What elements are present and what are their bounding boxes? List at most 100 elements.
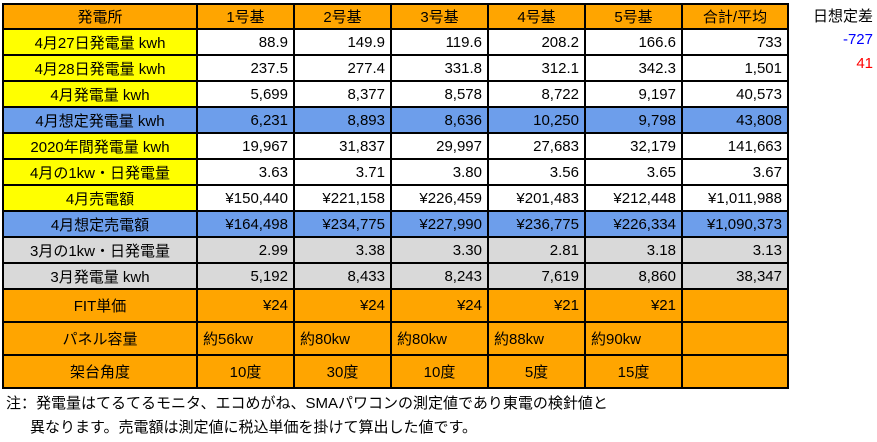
table-cell[interactable]: 32,179 <box>584 132 683 160</box>
table-cell[interactable]: ¥21 <box>584 288 683 323</box>
table-cell-total[interactable]: ¥1,090,373 <box>681 210 789 238</box>
row-label[interactable]: 3月発電量 kwh <box>2 262 198 290</box>
table-cell[interactable]: 312.1 <box>487 54 586 82</box>
column-header-plant[interactable]: 発電所 <box>2 3 198 30</box>
table-cell[interactable]: 119.6 <box>390 28 489 56</box>
table-cell-total[interactable]: 141,663 <box>681 132 789 160</box>
table-cell[interactable]: 8,433 <box>293 262 392 290</box>
table-cell[interactable]: 8,243 <box>390 262 489 290</box>
table-cell[interactable]: 6,231 <box>196 106 295 134</box>
table-cell[interactable]: 3.71 <box>293 158 392 186</box>
table-cell[interactable]: 8,722 <box>487 80 586 108</box>
table-cell-total[interactable]: 1,501 <box>681 54 789 82</box>
table-cell[interactable]: 10度 <box>196 354 295 389</box>
table-cell[interactable]: 8,578 <box>390 80 489 108</box>
table-cell[interactable]: ¥164,498 <box>196 210 295 238</box>
table-cell[interactable]: ¥236,775 <box>487 210 586 238</box>
table-cell[interactable]: 3.30 <box>390 236 489 264</box>
table-cell[interactable]: 3.56 <box>487 158 586 186</box>
table-cell[interactable]: 29,997 <box>390 132 489 160</box>
table-cell-total[interactable]: 3.67 <box>681 158 789 186</box>
table-cell[interactable]: 3.80 <box>390 158 489 186</box>
column-header-unit3[interactable]: 3号基 <box>390 3 489 30</box>
row-label[interactable]: 4月想定売電額 <box>2 210 198 238</box>
table-cell-total[interactable]: 38,347 <box>681 262 789 290</box>
table-cell[interactable]: 8,377 <box>293 80 392 108</box>
table-cell[interactable]: ¥24 <box>293 288 392 323</box>
row-label[interactable]: パネル容量 <box>2 321 198 356</box>
table-cell-total[interactable]: 40,573 <box>681 80 789 108</box>
column-header-unit5[interactable]: 5号基 <box>584 3 683 30</box>
row-label[interactable]: 2020年間発電量 kwh <box>2 132 198 160</box>
table-cell-total[interactable] <box>681 288 789 323</box>
table-cell[interactable]: 2.81 <box>487 236 586 264</box>
table-cell[interactable]: 9,197 <box>584 80 683 108</box>
row-label[interactable]: 4月の1kw・日発電量 <box>2 158 198 186</box>
table-cell[interactable]: 3.65 <box>584 158 683 186</box>
table-cell[interactable]: 約80kw <box>390 321 489 356</box>
table-cell-total[interactable] <box>681 354 789 389</box>
table-cell[interactable]: 208.2 <box>487 28 586 56</box>
table-cell[interactable]: 19,967 <box>196 132 295 160</box>
table-cell[interactable]: 3.18 <box>584 236 683 264</box>
row-label[interactable]: 3月の1kw・日発電量 <box>2 236 198 264</box>
row-label[interactable]: 4月27日発電量 kwh <box>2 28 198 56</box>
table-cell[interactable]: 5,699 <box>196 80 295 108</box>
table-cell[interactable]: ¥201,483 <box>487 184 586 212</box>
table-cell[interactable]: 331.8 <box>390 54 489 82</box>
row-label[interactable]: 4月28日発電量 kwh <box>2 54 198 82</box>
table-cell[interactable]: 15度 <box>584 354 683 389</box>
table-cell[interactable]: ¥24 <box>196 288 295 323</box>
table-cell[interactable]: 30度 <box>293 354 392 389</box>
table-cell[interactable]: 149.9 <box>293 28 392 56</box>
table-cell[interactable]: ¥226,459 <box>390 184 489 212</box>
row-label[interactable]: 4月売電額 <box>2 184 198 212</box>
table-cell[interactable]: ¥227,990 <box>390 210 489 238</box>
table-cell[interactable]: 10度 <box>390 354 489 389</box>
table-cell[interactable]: 88.9 <box>196 28 295 56</box>
table-cell[interactable]: 3.63 <box>196 158 295 186</box>
table-cell[interactable]: 約88kw <box>487 321 586 356</box>
row-label[interactable]: 4月発電量 kwh <box>2 80 198 108</box>
table-cell[interactable]: ¥221,158 <box>293 184 392 212</box>
table-cell[interactable]: 342.3 <box>584 54 683 82</box>
table-cell[interactable]: ¥234,775 <box>293 210 392 238</box>
table-cell[interactable]: 237.5 <box>196 54 295 82</box>
table-cell[interactable]: ¥226,334 <box>584 210 683 238</box>
table-cell[interactable]: 約90kw <box>584 321 683 356</box>
row-label[interactable]: 架台角度 <box>2 354 198 389</box>
table-cell[interactable]: ¥212,448 <box>584 184 683 212</box>
table-cell-total[interactable]: 43,808 <box>681 106 789 134</box>
table-cell[interactable]: 3.38 <box>293 236 392 264</box>
table-cell[interactable]: ¥24 <box>390 288 489 323</box>
table-cell[interactable]: 166.6 <box>584 28 683 56</box>
table-cell[interactable]: 7,619 <box>487 262 586 290</box>
column-header-unit1[interactable]: 1号基 <box>196 3 295 30</box>
table-cell[interactable]: 約56kw <box>196 321 295 356</box>
table-cell[interactable]: ¥150,440 <box>196 184 295 212</box>
column-header-unit2[interactable]: 2号基 <box>293 3 392 30</box>
table-cell[interactable]: 約80kw <box>293 321 392 356</box>
table-cell-total[interactable]: 733 <box>681 28 789 56</box>
column-header-unit4[interactable]: 4号基 <box>487 3 586 30</box>
table-cell[interactable]: 8,893 <box>293 106 392 134</box>
table-cell[interactable]: 5,192 <box>196 262 295 290</box>
column-header-total[interactable]: 合計/平均 <box>681 3 789 30</box>
row-label[interactable]: 4月想定発電量 kwh <box>2 106 198 134</box>
table-cell[interactable]: 31,837 <box>293 132 392 160</box>
daily-estimate-diff-negative-value[interactable]: -727 <box>842 31 873 48</box>
table-cell-total[interactable] <box>681 321 789 356</box>
daily-estimate-diff-positive-value[interactable]: 41 <box>856 55 873 72</box>
table-cell[interactable]: 2.99 <box>196 236 295 264</box>
table-cell[interactable]: ¥21 <box>487 288 586 323</box>
table-cell[interactable]: 9,798 <box>584 106 683 134</box>
table-cell[interactable]: 27,683 <box>487 132 586 160</box>
table-cell-total[interactable]: 3.13 <box>681 236 789 264</box>
row-label[interactable]: FIT単価 <box>2 288 198 323</box>
table-cell[interactable]: 8,636 <box>390 106 489 134</box>
table-cell[interactable]: 5度 <box>487 354 586 389</box>
table-cell-total[interactable]: ¥1,011,988 <box>681 184 789 212</box>
table-cell[interactable]: 277.4 <box>293 54 392 82</box>
table-cell[interactable]: 8,860 <box>584 262 683 290</box>
table-cell[interactable]: 10,250 <box>487 106 586 134</box>
